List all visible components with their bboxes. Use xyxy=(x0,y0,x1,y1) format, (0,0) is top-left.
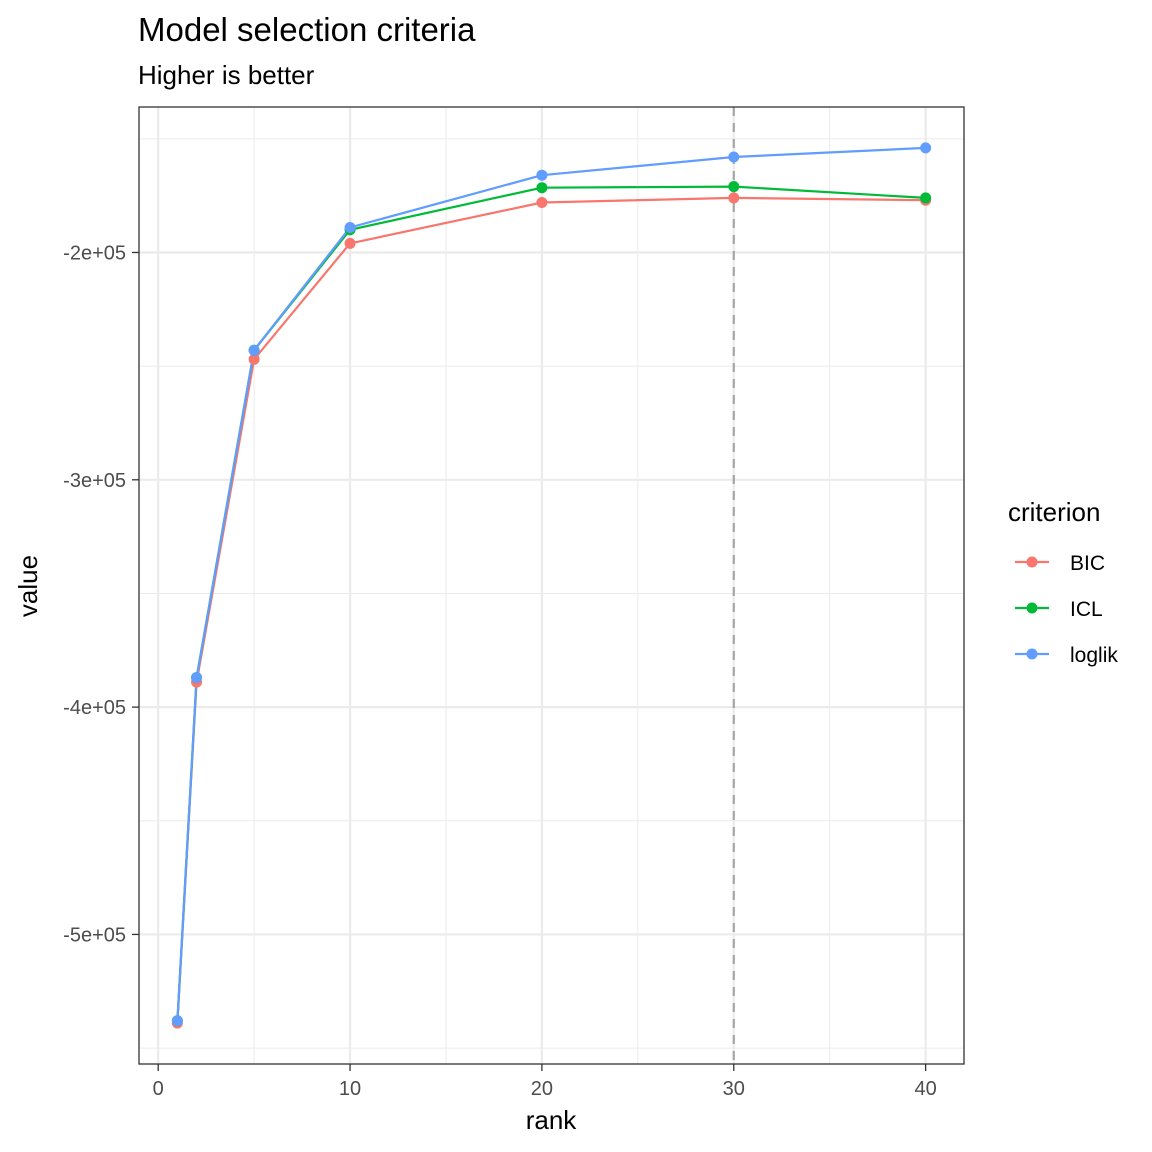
x-axis: 0 10 20 30 40 xyxy=(153,1064,937,1100)
x-tick-label: 40 xyxy=(915,1078,937,1100)
data-point-icl xyxy=(728,181,740,193)
data-point-icl xyxy=(920,192,932,204)
data-point-loglik xyxy=(536,169,548,181)
x-tick-label: 0 xyxy=(153,1078,164,1100)
legend-key-point-icl xyxy=(1026,602,1038,614)
data-point-icl xyxy=(536,182,548,194)
legend-title: criterion xyxy=(1008,497,1100,527)
y-tick-label: -4e+05 xyxy=(63,697,126,719)
panel-border xyxy=(138,106,965,1065)
legend: criterion BIC ICL loglik xyxy=(1008,497,1118,667)
data-point-bic xyxy=(248,353,260,365)
data-point-bic xyxy=(728,192,740,204)
x-axis-title: rank xyxy=(526,1105,578,1135)
y-axis-title: value xyxy=(13,555,43,617)
minor-gridlines xyxy=(139,107,964,1064)
major-gridlines xyxy=(139,107,964,1064)
x-tick-label: 30 xyxy=(723,1078,745,1100)
panel-background xyxy=(139,107,964,1064)
series-points xyxy=(171,142,932,1029)
data-point-loglik xyxy=(728,151,740,163)
legend-label-icl: ICL xyxy=(1070,598,1103,621)
x-tick-label: 20 xyxy=(531,1078,553,1100)
x-tick-label: 10 xyxy=(339,1078,361,1100)
data-point-bic xyxy=(536,196,548,208)
legend-label-loglik: loglik xyxy=(1070,644,1118,667)
data-point-loglik xyxy=(191,672,203,684)
chart-subtitle: Higher is better xyxy=(138,60,315,90)
data-point-loglik xyxy=(248,344,260,356)
y-tick-label: -2e+05 xyxy=(63,242,126,264)
data-point-loglik xyxy=(344,221,356,233)
plot-panel xyxy=(138,106,965,1065)
data-point-loglik xyxy=(920,142,932,154)
data-point-loglik xyxy=(171,1015,183,1027)
legend-key-point-loglik xyxy=(1026,648,1038,660)
legend-key-point-bic xyxy=(1026,556,1038,568)
chart-title: Model selection criteria xyxy=(138,11,476,48)
legend-items: BIC ICL loglik xyxy=(1015,552,1118,667)
y-tick-label: -5e+05 xyxy=(63,924,126,946)
legend-label-bic: BIC xyxy=(1070,552,1105,575)
y-axis: -5e+05 -4e+05 -3e+05 -2e+05 xyxy=(63,242,139,946)
data-point-bic xyxy=(344,237,356,249)
y-tick-label: -3e+05 xyxy=(63,470,126,492)
